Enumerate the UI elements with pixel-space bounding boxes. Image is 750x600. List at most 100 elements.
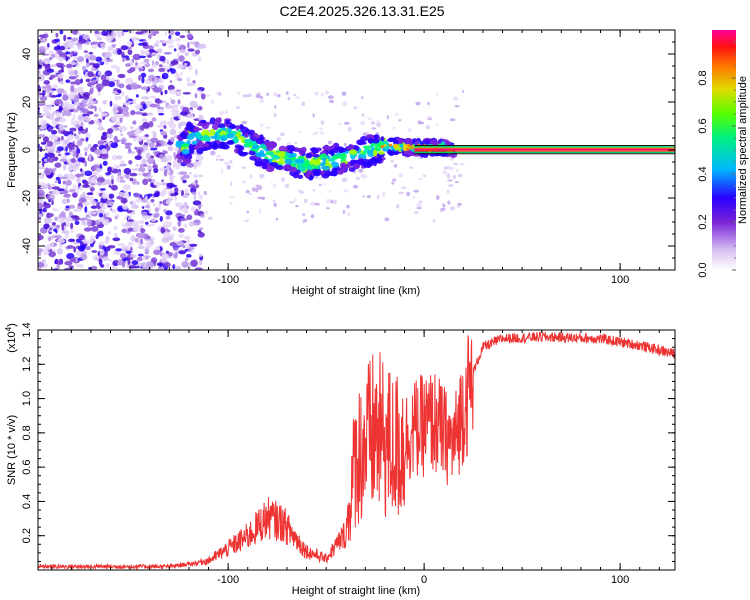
heatmap-cell <box>137 253 144 257</box>
heatmap-cell <box>145 152 151 160</box>
heatmap-cell <box>106 58 113 63</box>
heatmap-cell <box>160 227 165 234</box>
heatmap-cell <box>383 144 387 147</box>
heatmap-cell <box>154 99 163 104</box>
heatmap-cell <box>84 170 93 177</box>
heatmap-cell <box>241 180 247 184</box>
heatmap-cell <box>107 132 113 139</box>
heatmap-cell <box>147 171 152 176</box>
heatmap-cell <box>248 192 252 195</box>
heatmap-cell <box>51 183 56 188</box>
heatmap-cell <box>169 128 177 136</box>
heatmap-cell <box>293 93 297 97</box>
heatmap-cell <box>357 158 365 166</box>
heatmap-cell <box>251 144 260 150</box>
heatmap-cell <box>95 83 104 90</box>
heatmap-cell <box>130 254 135 258</box>
heatmap-cell <box>75 250 83 257</box>
heatmap-cell <box>180 71 183 76</box>
y-tick-label: 40 <box>21 48 33 60</box>
heatmap-cell <box>302 219 305 224</box>
heatmap-cell <box>94 30 100 34</box>
heatmap-cell <box>69 151 74 156</box>
heatmap-cell <box>53 70 58 74</box>
heatmap-cell <box>139 125 145 131</box>
heatmap-cell <box>127 259 131 265</box>
heatmap-cell <box>136 163 139 167</box>
heatmap-cell <box>235 106 241 109</box>
heatmap-cell <box>216 154 222 158</box>
heatmap-cell <box>297 147 305 152</box>
heatmap-cell <box>138 263 142 268</box>
heatmap-cell <box>197 204 203 207</box>
heatmap-cell <box>126 250 132 255</box>
heatmap-cell <box>415 101 421 106</box>
heatmap-cell <box>349 149 357 155</box>
heatmap-cell <box>176 240 184 246</box>
heatmap-cell <box>436 195 440 201</box>
heatmap-cell <box>241 166 246 170</box>
heatmap-cell <box>325 207 330 210</box>
heatmap-cell <box>112 237 121 242</box>
heatmap-cell <box>84 206 88 213</box>
heatmap-cell <box>452 174 457 180</box>
heatmap-cell <box>392 126 395 130</box>
heatmap-cell <box>121 137 127 144</box>
heatmap-cell <box>113 225 118 231</box>
heatmap-cell <box>183 235 191 240</box>
heatmap-cell <box>346 204 350 209</box>
heatmap-cell <box>200 93 206 100</box>
heatmap-cell <box>120 45 129 51</box>
heatmap-cell <box>82 169 85 175</box>
heatmap-cell <box>167 44 174 49</box>
heatmap-cell <box>97 126 105 131</box>
heatmap-cell <box>294 159 304 164</box>
heatmap-cell <box>166 190 176 194</box>
heatmap-cell <box>148 30 156 36</box>
heatmap-cell <box>169 97 172 101</box>
heatmap-cell <box>52 189 61 196</box>
heatmap-cell <box>376 194 380 200</box>
heatmap-cell <box>312 113 315 118</box>
heatmap-cell <box>166 59 169 65</box>
heatmap-cell <box>170 109 179 113</box>
heatmap-cell <box>376 122 382 127</box>
heatmap-cell <box>110 142 118 149</box>
heatmap-cell <box>125 57 130 61</box>
heatmap-cell <box>272 199 276 203</box>
heatmap-cell <box>259 143 267 149</box>
heatmap-cell <box>175 265 182 270</box>
heatmap-cell <box>147 157 155 165</box>
heatmap-cell <box>412 196 415 199</box>
heatmap-cell <box>38 235 42 242</box>
heatmap-cell <box>125 63 131 68</box>
heatmap-cell <box>178 55 185 62</box>
heatmap-cell <box>210 150 216 156</box>
heatmap-cell <box>329 190 332 193</box>
heatmap-cell <box>442 170 447 175</box>
heatmap-cell <box>182 179 187 184</box>
heatmap-cell <box>203 134 208 139</box>
heatmap-cell <box>50 129 58 135</box>
heatmap-cell <box>78 38 87 44</box>
heatmap-cell <box>255 152 263 158</box>
heatmap-cell <box>138 220 145 224</box>
heatmap-cell <box>261 196 266 200</box>
heatmap-cell <box>74 79 82 86</box>
heatmap-cell <box>149 240 155 245</box>
heatmap-cell <box>131 260 139 266</box>
heatmap-cell <box>388 137 394 142</box>
heatmap-cell <box>225 119 230 125</box>
heatmap-cell <box>349 159 358 165</box>
heatmap-cell <box>108 193 115 199</box>
heatmap-cell <box>65 51 71 55</box>
heatmap-cell <box>103 57 107 64</box>
heatmap-cell <box>365 134 374 140</box>
heatmap-cell <box>76 188 80 194</box>
heatmap-cell <box>42 33 49 39</box>
heatmap-cell <box>156 143 162 147</box>
heatmap-cell <box>164 89 168 95</box>
heatmap-cell <box>67 41 75 49</box>
heatmap-cell <box>127 100 134 104</box>
heatmap-cell <box>42 136 50 143</box>
